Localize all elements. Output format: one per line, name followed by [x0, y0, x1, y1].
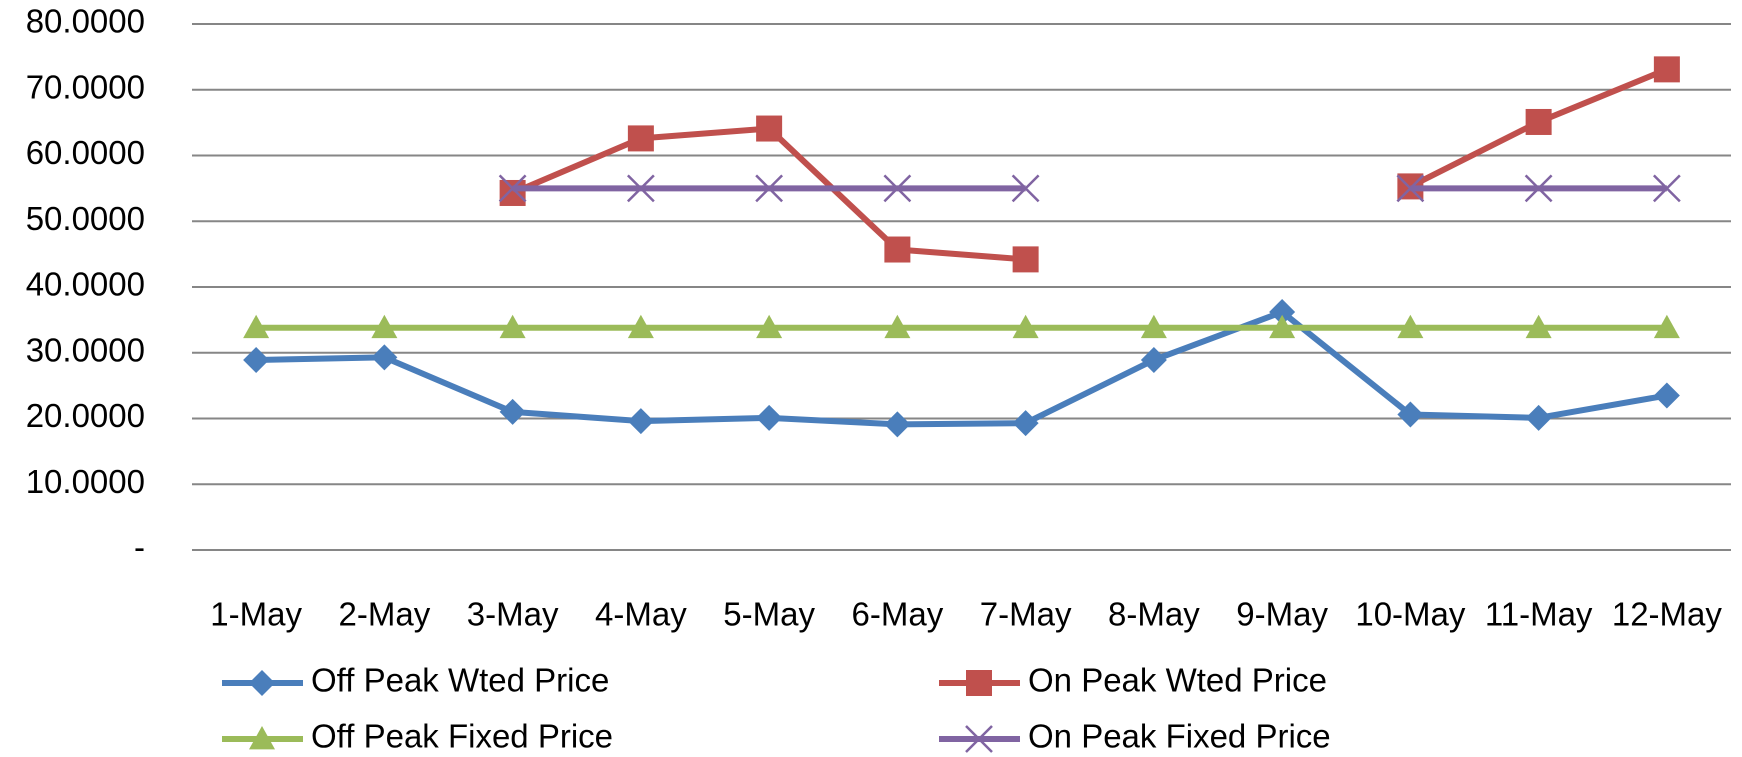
marker — [966, 670, 992, 696]
marker — [1396, 174, 1425, 203]
marker — [1269, 314, 1296, 339]
marker — [756, 404, 783, 431]
marker — [626, 174, 655, 203]
series-line — [511, 125, 1026, 263]
series-line — [256, 308, 1668, 428]
x-tick-label: 5-May — [723, 596, 815, 633]
marker — [1525, 314, 1552, 339]
legend-label: On Peak Wted Price — [1028, 662, 1327, 699]
marker — [371, 314, 398, 339]
marker — [1653, 314, 1680, 339]
y-tick-label: 40.0000 — [26, 266, 145, 303]
marker — [1011, 174, 1040, 203]
marker — [756, 115, 783, 142]
x-tick-label: 11-May — [1485, 596, 1593, 633]
marker — [1653, 382, 1680, 409]
marker — [884, 236, 911, 263]
y-tick-label: 50.0000 — [26, 200, 145, 237]
x-tick-label: 4-May — [595, 596, 687, 633]
marker — [499, 179, 526, 206]
marker — [1653, 56, 1680, 83]
marker — [965, 725, 993, 753]
y-tick-label: 80.0000 — [26, 3, 145, 40]
y-tick-label: 60.0000 — [26, 134, 145, 171]
y-tick-label: 10.0000 — [26, 463, 145, 500]
marker — [243, 314, 270, 339]
y-tick-label: 30.0000 — [26, 331, 145, 368]
marker — [1140, 314, 1167, 339]
legend-label: On Peak Fixed Price — [1028, 718, 1331, 755]
marker — [243, 346, 270, 373]
marker — [1397, 401, 1424, 428]
x-tick-label: 10-May — [1355, 596, 1466, 633]
x-tick-label: 6-May — [852, 596, 944, 633]
x-tick-label: 3-May — [467, 596, 559, 633]
marker — [627, 408, 654, 435]
marker — [499, 314, 526, 339]
x-tick-label: 9-May — [1236, 596, 1328, 633]
marker — [627, 125, 654, 152]
marker — [1525, 108, 1552, 135]
marker — [627, 314, 654, 339]
x-tick-label: 1-May — [210, 596, 302, 633]
marker — [1397, 314, 1424, 339]
marker — [1012, 410, 1039, 437]
marker — [1652, 174, 1681, 203]
marker — [884, 411, 911, 438]
marker — [371, 344, 398, 371]
legend-label: Off Peak Fixed Price — [311, 718, 613, 755]
x-tick-label: 8-May — [1108, 596, 1200, 633]
marker — [499, 398, 526, 425]
marker — [1524, 174, 1553, 203]
marker — [1012, 246, 1039, 273]
y-tick-label: - — [134, 529, 145, 566]
marker — [883, 174, 912, 203]
marker — [1525, 404, 1552, 431]
legend-label: Off Peak Wted Price — [311, 662, 609, 699]
marker — [755, 174, 784, 203]
marker — [249, 726, 275, 750]
marker — [1140, 346, 1167, 373]
marker — [498, 174, 527, 203]
marker — [1012, 314, 1039, 339]
marker — [884, 314, 911, 339]
x-tick-label: 7-May — [980, 596, 1072, 633]
marker — [1269, 298, 1296, 325]
y-tick-label: 20.0000 — [26, 397, 145, 434]
marker — [249, 670, 275, 696]
marker — [756, 314, 783, 339]
x-tick-label: 12-May — [1612, 596, 1723, 633]
y-tick-label: 70.0000 — [26, 68, 145, 105]
x-tick-label: 2-May — [339, 596, 431, 633]
